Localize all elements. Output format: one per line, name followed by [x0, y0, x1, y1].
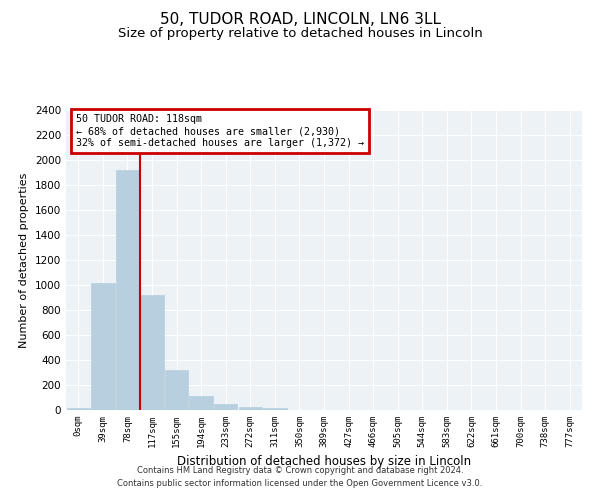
X-axis label: Distribution of detached houses by size in Lincoln: Distribution of detached houses by size …: [177, 456, 471, 468]
Bar: [67, 408, 90, 410]
Bar: [140, 295, 164, 410]
Bar: [263, 408, 287, 410]
Text: Size of property relative to detached houses in Lincoln: Size of property relative to detached ho…: [118, 28, 482, 40]
Bar: [214, 404, 238, 410]
Bar: [190, 396, 213, 410]
Text: 50 TUDOR ROAD: 118sqm
← 68% of detached houses are smaller (2,930)
32% of semi-d: 50 TUDOR ROAD: 118sqm ← 68% of detached …: [76, 114, 364, 148]
Text: Contains HM Land Registry data © Crown copyright and database right 2024.
Contai: Contains HM Land Registry data © Crown c…: [118, 466, 482, 487]
Y-axis label: Number of detached properties: Number of detached properties: [19, 172, 29, 348]
Bar: [116, 170, 139, 410]
Bar: [165, 370, 188, 410]
Bar: [239, 407, 262, 410]
Text: 50, TUDOR ROAD, LINCOLN, LN6 3LL: 50, TUDOR ROAD, LINCOLN, LN6 3LL: [160, 12, 440, 28]
Bar: [91, 282, 115, 410]
